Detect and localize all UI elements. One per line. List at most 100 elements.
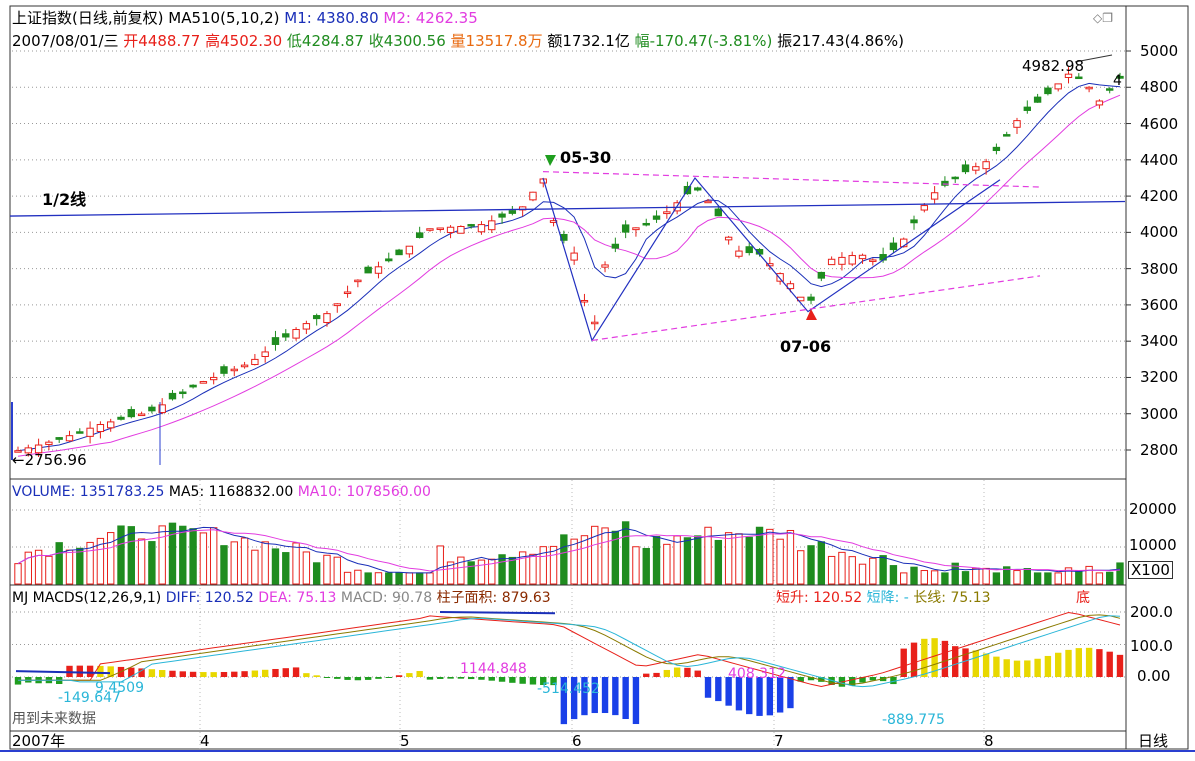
candle-up (24, 447, 32, 454)
candle-down (364, 266, 372, 274)
candle-up (14, 450, 22, 453)
volume-bar (354, 569, 362, 585)
bottom-date-label: 07-06 (780, 337, 832, 356)
macd-histogram-bar (261, 669, 269, 677)
price-panel-frame (9, 5, 1127, 480)
macd-histogram-bar (498, 677, 506, 682)
macd-histogram-bar (272, 668, 279, 677)
low-annotation: ←2756.96 (12, 451, 87, 469)
candle-up (106, 421, 115, 429)
diamond-icon[interactable]: ◇ (1093, 11, 1103, 25)
restore-icon[interactable]: ❐ (1102, 11, 1113, 25)
macd-histogram-bar (200, 672, 207, 677)
macd-histogram-bar (478, 677, 485, 680)
volume-bar (457, 556, 465, 585)
candle-down (127, 409, 135, 418)
macd-histogram-bar (1085, 647, 1093, 677)
volume-bar (694, 535, 702, 585)
volume-bar (745, 536, 753, 585)
macd-histogram-bar (220, 671, 228, 677)
period-label[interactable]: 日线 (1138, 732, 1169, 750)
candle-down (220, 366, 228, 374)
macd-ylabel-0: 0.00 (1137, 667, 1171, 685)
candle-down (1106, 88, 1114, 91)
volume-bar (76, 547, 84, 585)
volume-bar (961, 571, 970, 585)
macd-histogram-bar (406, 673, 413, 677)
volume-bar (992, 572, 1001, 585)
macd-histogram-bar (303, 673, 310, 677)
candle-down (148, 406, 156, 412)
volume-bar (14, 563, 22, 585)
macd-histogram-bar (86, 665, 94, 677)
down-arrow-icon (545, 155, 556, 166)
volume-bar (1075, 570, 1083, 585)
volume-bar (34, 549, 43, 585)
macd-histogram-bar (354, 677, 362, 681)
macd-blue-segment-left (15, 670, 111, 675)
macd-histogram-bar (1096, 649, 1103, 677)
candle-down (179, 391, 187, 395)
macd-panel-frame (9, 584, 1127, 732)
macd-histogram-bar (231, 671, 238, 677)
price-ylabel: 3600 (1140, 295, 1179, 314)
ma-short-line (17, 82, 1121, 452)
volume-bar (1054, 572, 1062, 585)
candle-down (55, 437, 63, 440)
volume-bar (282, 552, 290, 585)
price-ylabel: 5000 (1140, 42, 1179, 60)
volume-bar (951, 562, 959, 585)
upper-dash-line (542, 171, 1041, 188)
macd-histogram-bar (364, 677, 372, 680)
volume-bar (86, 541, 94, 585)
volume-bar (704, 526, 712, 585)
volume-bar (240, 537, 249, 585)
candle-up (240, 364, 249, 368)
volume-bar (333, 556, 341, 585)
candle-up (137, 413, 146, 417)
volume-bar (96, 537, 105, 585)
macd-histogram-bar (1013, 660, 1021, 677)
macd-histogram-bar (1055, 652, 1062, 677)
candle-down (642, 222, 650, 226)
candle-down (817, 271, 826, 279)
price-ylabel: 4400 (1140, 150, 1179, 169)
volume-bar (55, 542, 63, 585)
macd-histogram-bar (982, 653, 990, 677)
macd-histogram-bar (128, 667, 135, 677)
volume-bar (343, 571, 352, 585)
vol-ylabel-10000: 10000 (1129, 536, 1177, 554)
macd-histogram-bar (890, 677, 897, 685)
macd-long-line: 长线: 75.13 (913, 590, 991, 606)
macd-histogram-bar (931, 638, 938, 677)
lower-dash-line (591, 275, 1041, 342)
candle-up (436, 227, 444, 230)
macd-anno-514: -514.452 (537, 681, 600, 697)
volume-bar (652, 536, 661, 585)
date-label: 2007/08/01/三 (12, 32, 119, 50)
volume-bar (364, 572, 372, 585)
macd-histogram-bar (818, 677, 825, 682)
volume-bar (755, 526, 764, 585)
volume-bar (663, 543, 671, 585)
macd-histogram-bar (529, 677, 537, 685)
volume-bar (220, 545, 228, 585)
macd-histogram-bar (807, 677, 815, 681)
macd-histogram-bar (179, 671, 186, 677)
macd-anno-1144: 1144.848 (460, 661, 527, 677)
macd-blue-segment-top (439, 611, 556, 615)
ma-long-line (17, 94, 1121, 457)
macd-histogram-bar (962, 648, 969, 677)
volume-bar (189, 528, 197, 585)
macd-histogram-bar (900, 648, 907, 677)
volume-bar (477, 559, 486, 585)
macd-histogram-bar (1044, 655, 1052, 677)
candle-up (354, 279, 362, 283)
half-line (9, 200, 1126, 217)
volume-bar (251, 549, 259, 585)
macd-anno-408: 408.312 (728, 666, 786, 682)
high-annotation: 4982.98 (1022, 57, 1085, 75)
macd-histogram-bar (158, 670, 166, 677)
